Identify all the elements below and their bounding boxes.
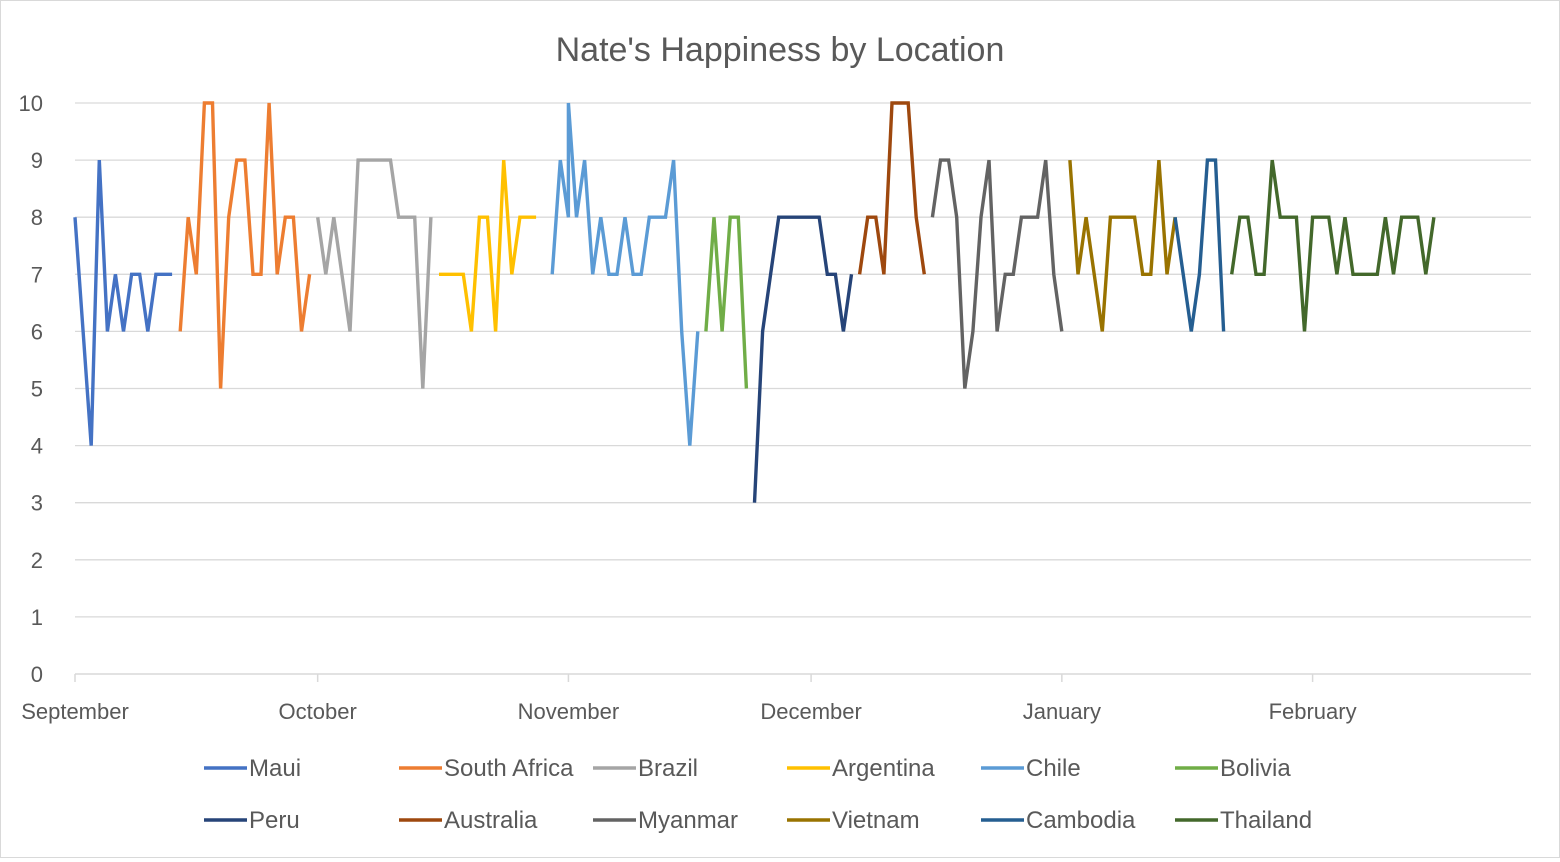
y-tick-label: 7 xyxy=(31,262,43,287)
legend-label: Peru xyxy=(249,807,300,834)
legend: Maui South Africa Brazil Argentina Chile Boli… xyxy=(204,755,1312,834)
legend-item: Vietnam xyxy=(787,807,920,834)
chart-title: Nate's Happiness by Location xyxy=(556,31,1005,69)
legend-label: Brazil xyxy=(638,755,698,782)
legend-label: Australia xyxy=(444,807,538,834)
x-tick-label: February xyxy=(1269,699,1357,724)
x-tick-label: October xyxy=(279,699,357,724)
legend-label: Chile xyxy=(1026,755,1081,782)
legend-label: South Africa xyxy=(444,755,574,782)
y-tick-label: 2 xyxy=(31,548,43,573)
y-tick-label: 6 xyxy=(31,319,43,344)
series-line-chile xyxy=(550,102,700,446)
legend-item: Brazil xyxy=(593,755,698,782)
axes: 0 1 2 3 4 5 6 7 8 9 10 September October November Dece… xyxy=(19,91,1531,724)
series-line-cambodia xyxy=(1173,158,1226,332)
legend-item: Thailand xyxy=(1175,807,1312,834)
x-tick-label: December xyxy=(760,699,861,724)
legend-label: Vietnam xyxy=(832,807,920,834)
y-tick-label: 10 xyxy=(19,91,43,116)
legend-item: Cambodia xyxy=(981,807,1136,834)
series-line-peru xyxy=(752,215,854,503)
series-line-bolivia xyxy=(704,215,749,389)
series-line-thailand xyxy=(1230,159,1436,332)
y-tick-label: 8 xyxy=(31,205,43,230)
y-tick-label: 9 xyxy=(31,148,43,173)
series-line-brazil xyxy=(316,158,433,389)
series-line-vietnam xyxy=(1068,159,1177,332)
y-tick-label: 0 xyxy=(31,662,43,687)
series-lines xyxy=(73,101,1436,503)
series-line-australia xyxy=(857,101,926,275)
legend-item: Myanmar xyxy=(593,807,738,834)
gridlines xyxy=(75,102,1531,618)
legend-label: Myanmar xyxy=(638,807,738,834)
x-tick-label: November xyxy=(518,699,619,724)
legend-item: Maui xyxy=(204,755,301,782)
legend-item: Peru xyxy=(204,807,300,834)
series-line-south-africa xyxy=(178,101,312,389)
legend-label: Maui xyxy=(249,755,301,782)
legend-label: Thailand xyxy=(1220,807,1312,834)
legend-item: Argentina xyxy=(787,755,935,782)
y-tick-label: 1 xyxy=(31,605,43,630)
y-tick-label: 5 xyxy=(31,377,43,402)
y-tick-label: 3 xyxy=(31,491,43,516)
series-line-argentina xyxy=(439,159,537,332)
legend-item: Australia xyxy=(399,807,538,834)
legend-item: South Africa xyxy=(399,755,574,782)
series-line-maui xyxy=(73,160,173,446)
series-line-myanmar xyxy=(930,158,1064,389)
x-tick-label: September xyxy=(21,699,129,724)
legend-label: Cambodia xyxy=(1026,807,1136,834)
legend-label: Argentina xyxy=(832,755,935,782)
legend-item: Chile xyxy=(981,755,1081,782)
y-tick-label: 4 xyxy=(31,434,43,459)
x-tick-label: January xyxy=(1023,699,1101,724)
legend-label: Bolivia xyxy=(1220,755,1291,782)
legend-item: Bolivia xyxy=(1175,755,1291,782)
